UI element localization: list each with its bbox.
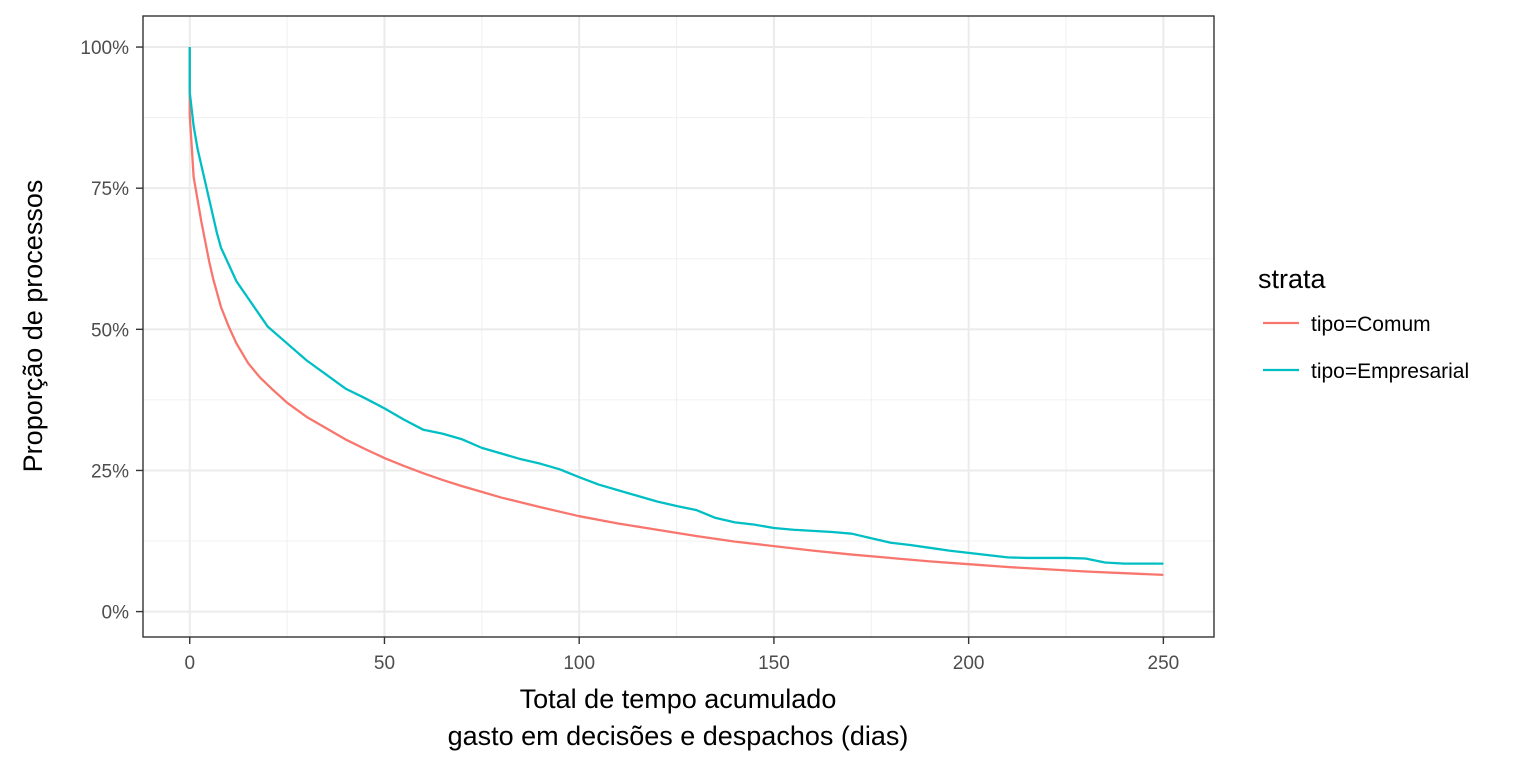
x-tick-label: 50 [374, 653, 395, 674]
y-tick-label: 0% [102, 603, 130, 624]
x-tick-label: 150 [758, 653, 790, 674]
y-axis-title: Proporção de processos [18, 180, 48, 473]
series-layer [188, 47, 1164, 577]
grid-major [143, 16, 1214, 637]
plot-panel [142, 15, 1215, 638]
x-axis-title-line1: Total de tempo acumulado [520, 684, 837, 714]
x-tick-label: 250 [1148, 653, 1180, 674]
x-axis: 0 50 100 150 200 250 [184, 637, 1179, 674]
y-axis: 0% 25% 50% 75% 100% [80, 38, 143, 624]
x-axis-title-line2: gasto em decisões e despachos (dias) [448, 721, 909, 751]
legend-label-1: tipo=Comum [1311, 313, 1431, 336]
y-tick-label: 100% [80, 38, 129, 59]
panel-background [143, 16, 1214, 637]
legend-items: tipo=Comum tipo=Empresarial [1263, 313, 1469, 383]
y-tick-label: 75% [91, 179, 129, 200]
x-tick-label: 200 [953, 653, 985, 674]
legend: strata tipo=Comum tipo=Empresarial [1258, 264, 1469, 383]
x-tick-label: 100 [563, 653, 595, 674]
y-tick-label: 50% [91, 320, 129, 341]
legend-label-2: tipo=Empresarial [1311, 360, 1469, 383]
y-tick-label: 25% [91, 461, 129, 482]
panel-border [142, 15, 1215, 638]
grid-minor [143, 16, 1214, 637]
x-tick-label: 0 [184, 653, 195, 674]
series-line-1 [188, 47, 1164, 577]
series-line-2 [188, 47, 1164, 565]
legend-title: strata [1258, 264, 1327, 294]
